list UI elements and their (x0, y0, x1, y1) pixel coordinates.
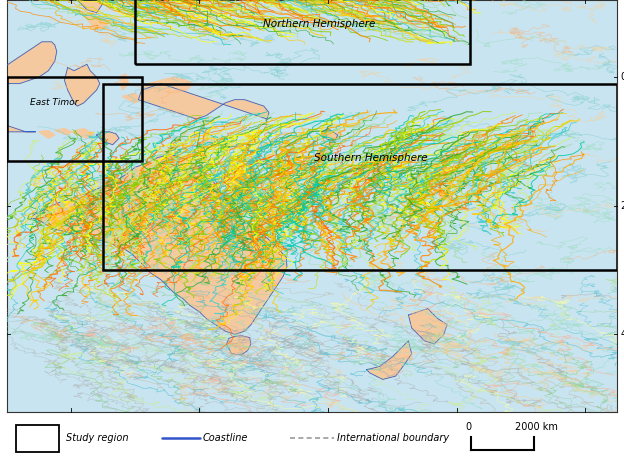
Text: Coastline: Coastline (203, 433, 248, 443)
Text: East Timor: East Timor (30, 98, 78, 107)
Text: International boundary: International boundary (337, 433, 449, 443)
Polygon shape (55, 129, 71, 135)
Polygon shape (97, 132, 119, 145)
Text: 40°: 40° (621, 329, 624, 339)
Bar (16, 425, 59, 452)
Polygon shape (119, 74, 129, 90)
Text: Study region: Study region (66, 433, 128, 443)
Polygon shape (31, 154, 287, 334)
Text: 20°: 20° (621, 201, 624, 211)
Bar (135, 0, 469, 64)
Text: 2000 km: 2000 km (515, 422, 558, 432)
Text: 0: 0 (465, 422, 471, 432)
Polygon shape (367, 341, 412, 379)
Polygon shape (142, 77, 193, 100)
Polygon shape (64, 0, 103, 13)
Text: 0°: 0° (621, 72, 624, 82)
Polygon shape (0, 113, 36, 132)
Polygon shape (71, 129, 94, 138)
Polygon shape (321, 129, 338, 141)
Polygon shape (64, 64, 100, 106)
Polygon shape (139, 84, 269, 119)
Polygon shape (39, 131, 55, 138)
Bar (7, 77, 142, 161)
Bar (103, 84, 617, 270)
Text: Northern Hemisphere: Northern Hemisphere (263, 19, 375, 29)
Polygon shape (228, 170, 248, 193)
Polygon shape (227, 336, 251, 355)
Polygon shape (0, 42, 57, 84)
Polygon shape (373, 177, 383, 193)
Polygon shape (122, 93, 142, 103)
Text: Southern Hemisphere: Southern Hemisphere (314, 153, 427, 163)
Polygon shape (77, 10, 100, 26)
Polygon shape (90, 16, 109, 29)
Polygon shape (437, 190, 447, 199)
Polygon shape (409, 309, 447, 344)
